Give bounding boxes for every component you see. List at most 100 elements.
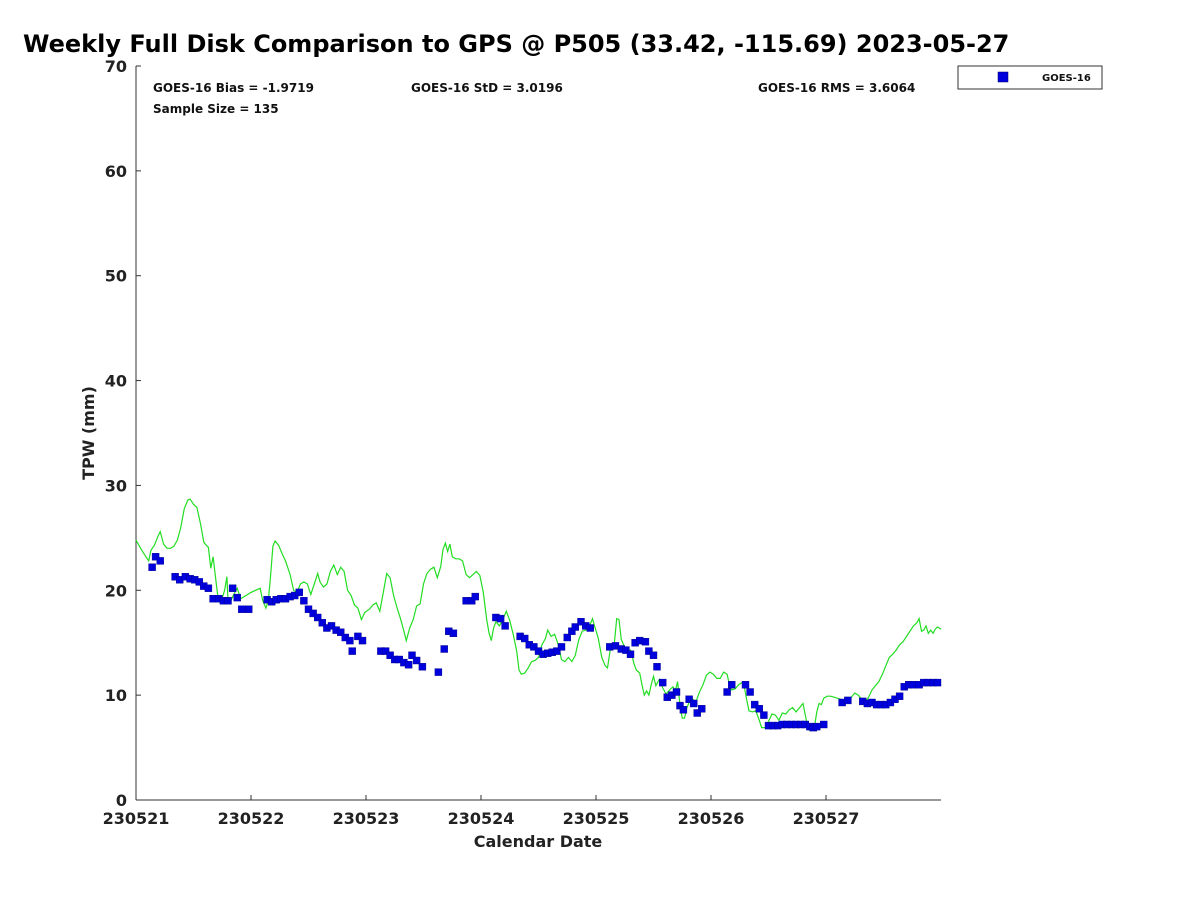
x-tick-label: 230524 — [448, 809, 515, 828]
goes-point — [381, 647, 390, 655]
goes-point — [685, 695, 693, 703]
x-tick-label: 230521 — [103, 809, 170, 828]
goes-point — [204, 584, 213, 592]
bias-stat: GOES-16 Bias = -1.9719 — [153, 81, 314, 95]
goes-point — [471, 592, 479, 601]
y-tick-label: 20 — [105, 581, 127, 600]
goes-point — [746, 688, 754, 696]
goes-point — [933, 678, 942, 687]
goes-point — [645, 647, 653, 655]
goes-point — [354, 632, 362, 641]
goes-point — [449, 629, 458, 637]
x-tick-label: 230522 — [218, 809, 285, 828]
goes-point — [348, 647, 356, 655]
goes-point — [224, 597, 232, 605]
goes-point — [318, 619, 326, 627]
goes-point — [418, 663, 427, 671]
gps-line — [135, 498, 942, 732]
goes-point — [672, 688, 681, 696]
x-tick-label: 230526 — [678, 809, 745, 828]
goes-point — [386, 651, 394, 659]
goes-point — [309, 609, 317, 618]
goes-point — [553, 647, 561, 655]
goes-point — [521, 634, 529, 643]
goes-point — [659, 678, 667, 687]
goes-point — [496, 614, 505, 623]
goes-point — [295, 588, 303, 597]
goes-point — [586, 624, 594, 632]
goes-point — [755, 705, 763, 713]
goes-point — [434, 668, 443, 676]
y-ticks: 0 10 20 30 40 50 60 70 — [105, 57, 141, 810]
goes-point — [557, 643, 566, 651]
goes-point — [346, 636, 354, 645]
goes-point — [760, 711, 768, 719]
goes-point — [440, 645, 448, 653]
goes-point — [151, 553, 160, 561]
gps-series — [135, 498, 942, 732]
legend-box — [957, 65, 1103, 90]
plot-area — [135, 66, 941, 801]
goes-point — [571, 623, 579, 631]
goes-point — [337, 628, 345, 636]
y-tick-label: 60 — [105, 162, 127, 181]
goes-point — [626, 650, 635, 658]
y-tick-label: 70 — [105, 57, 127, 76]
goes-point — [412, 656, 421, 665]
goes-point — [741, 681, 750, 689]
goes-point — [404, 661, 413, 669]
x-tick-label: 230525 — [563, 809, 630, 828]
goes-point — [641, 638, 650, 646]
goes-point — [690, 699, 698, 708]
goes-point — [693, 709, 701, 717]
goes-point — [679, 706, 688, 714]
x-ticks: 230521 230522 230523 230524 230525 230526 2305… — [103, 795, 860, 828]
goes-point — [300, 597, 308, 605]
goes-point — [156, 557, 164, 565]
goes-point — [238, 605, 246, 613]
std-stat: GOES-16 StD = 3.0196 — [411, 81, 563, 95]
goes-point — [844, 696, 852, 705]
goes-point — [577, 618, 585, 626]
goes-point — [501, 622, 509, 630]
legend-marker — [997, 71, 1009, 83]
goes-point — [148, 563, 156, 571]
goes-point — [820, 720, 828, 729]
goes-point — [228, 584, 237, 592]
chart-title: Weekly Full Disk Comparison to GPS @ P50… — [23, 30, 1010, 58]
goes-point — [728, 681, 736, 689]
y-tick-label: 10 — [105, 686, 127, 705]
sample-size-stat: Sample Size = 135 — [153, 102, 279, 116]
goes-point — [649, 651, 658, 659]
goes-point — [622, 646, 630, 654]
goes-point — [723, 688, 731, 696]
goes-point — [698, 705, 706, 713]
x-axis-title: Calendar Date — [474, 832, 603, 851]
y-tick-label: 50 — [105, 267, 127, 286]
goes-point — [233, 593, 241, 602]
goes-series — [148, 553, 942, 732]
y-tick-label: 30 — [105, 476, 127, 495]
goes-point — [195, 578, 204, 586]
legend: GOES-16 — [957, 65, 1103, 90]
y-axis-title: TPW (mm) — [79, 386, 98, 480]
goes-point — [563, 633, 571, 642]
goes-point — [813, 722, 821, 731]
goes-point — [895, 692, 904, 700]
goes-point — [653, 663, 661, 671]
y-tick-label: 0 — [116, 791, 127, 810]
goes-point — [244, 605, 253, 613]
goes-point — [314, 613, 322, 622]
goes-point — [751, 700, 759, 709]
rms-stat: GOES-16 RMS = 3.6064 — [758, 81, 915, 95]
legend-label: GOES-16 — [1042, 73, 1091, 84]
goes-point — [327, 622, 336, 630]
x-tick-label: 230527 — [793, 809, 860, 828]
goes-point — [530, 643, 538, 651]
y-tick-label: 40 — [105, 372, 127, 391]
goes-point — [408, 651, 416, 659]
goes-point — [304, 605, 313, 613]
x-tick-label: 230523 — [333, 809, 400, 828]
goes-point — [358, 636, 367, 645]
